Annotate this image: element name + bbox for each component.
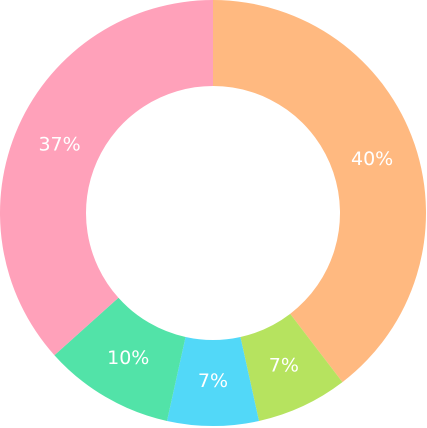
donut-slice-3[interactable]: [166, 337, 260, 426]
donut-slice-4[interactable]: [54, 297, 186, 421]
slice-label-4: 10%: [107, 347, 149, 369]
slice-label-1: 40%: [351, 148, 393, 170]
slice-label-3: 7%: [198, 370, 228, 392]
donut-slice-2[interactable]: [240, 313, 343, 421]
donut-slice-5[interactable]: [0, 0, 213, 356]
labels-layer: 40% 7% 7% 10% 37%: [38, 134, 393, 392]
slice-label-5: 37%: [38, 134, 80, 156]
donut-slice-1[interactable]: [213, 0, 426, 383]
slice-label-2: 7%: [269, 354, 299, 376]
